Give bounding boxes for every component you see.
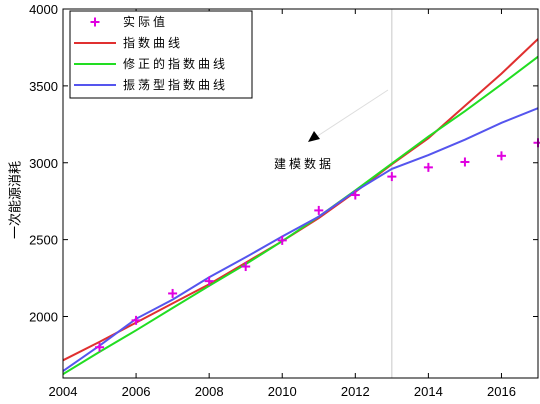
data-point (496, 151, 506, 161)
y-tick-label: 3500 (29, 79, 58, 94)
x-tick-label: 2006 (122, 384, 151, 399)
y-axis-label: 一次能源消耗 (8, 161, 24, 239)
legend-item: 振荡型指数曲线 (74, 77, 228, 92)
legend-item: 实际值 (90, 14, 168, 29)
x-tick-label: 2014 (414, 384, 443, 399)
data-point (314, 205, 324, 215)
data-point (241, 262, 251, 272)
data-point (131, 315, 141, 325)
data-point (533, 138, 540, 148)
data-point (204, 276, 214, 286)
y-tick-label: 2500 (29, 233, 58, 248)
data-point (95, 342, 105, 352)
plot-frame (62, 8, 539, 379)
legend-box (69, 10, 253, 99)
annotation-arrow-line (315, 89, 389, 138)
x-tick-label: 2004 (49, 384, 78, 399)
y-tick-label: 3000 (29, 156, 58, 171)
data-point (387, 172, 397, 182)
legend-label: 指数曲线 (123, 35, 183, 50)
series-line-3 (63, 107, 538, 372)
x-tick-label: 2008 (195, 384, 224, 399)
y-tick-label: 4000 (29, 2, 58, 17)
annotation-arrow-head (308, 131, 320, 142)
legend-label: 实际值 (123, 14, 168, 29)
legend-item: 修正的指数曲线 (74, 56, 228, 71)
axes-layer: 2004 2006 2008 2010 2012 2014 2016 2000 2500 3000… (29, 2, 539, 399)
data-point (277, 235, 287, 245)
series-line-2 (63, 55, 538, 376)
y-tick-label: 2000 (29, 310, 58, 325)
data-point (350, 190, 360, 200)
data-point (460, 157, 470, 167)
legend-item: 指数曲线 (74, 35, 183, 50)
x-tick-label: 2016 (487, 384, 516, 399)
x-tick-label: 2010 (268, 384, 297, 399)
plot-layer: 建模数据 (63, 9, 540, 378)
legend-label: 修正的指数曲线 (123, 56, 228, 71)
data-point (423, 162, 433, 172)
legend-label: 振荡型指数曲线 (123, 77, 228, 92)
series-lines (63, 38, 538, 376)
x-tick-label: 2012 (341, 384, 370, 399)
annotation-label: 建模数据 (274, 156, 334, 171)
data-point (168, 288, 178, 298)
